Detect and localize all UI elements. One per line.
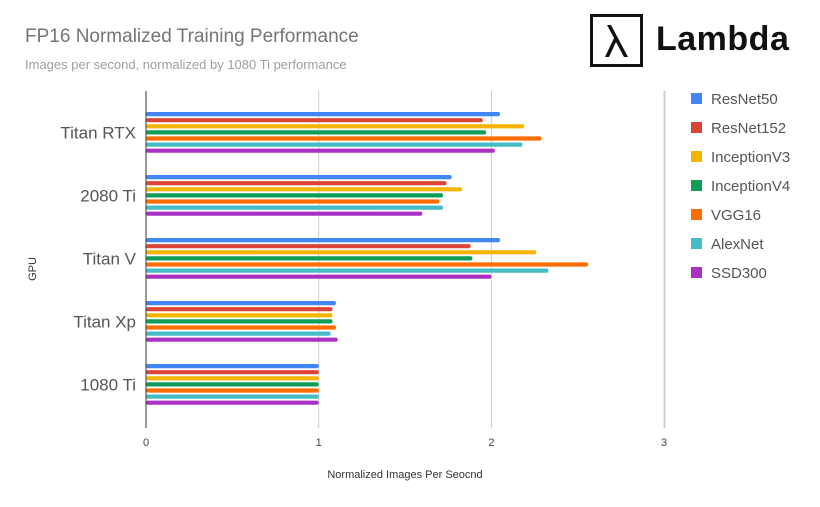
bar-3-4 [146,325,336,330]
bar-0-0 [146,112,501,117]
bar-2-5 [146,268,549,273]
bar-1-4 [146,199,440,204]
bar-3-5 [146,331,331,336]
bar-3-6 [146,337,338,342]
x-tick-label-2: 2 [488,437,494,449]
bar-1-6 [146,211,423,216]
y-axis-title: GPU [27,257,39,281]
x-tick-label-3: 3 [661,437,667,449]
category-label-1: 2080 Ti [80,186,136,205]
bar-4-0 [146,364,319,369]
legend-swatch-6 [691,267,702,278]
bar-2-3 [146,256,473,261]
bar-3-0 [146,301,336,306]
bar-0-2 [146,124,525,129]
bar-4-3 [146,382,319,387]
legend-label-3: InceptionV4 [711,178,790,195]
category-label-3: Titan Xp [73,312,136,331]
bar-3-1 [146,307,333,312]
legend-label-1: ResNet152 [711,120,786,137]
bar-4-4 [146,388,319,393]
bar-0-3 [146,130,487,135]
legend-swatch-2 [691,151,702,162]
bar-2-4 [146,262,589,267]
x-axis-title: Normalized Images Per Seocnd [327,469,482,481]
bar-4-5 [146,394,319,399]
chart-title: FP16 Normalized Training Performance [25,26,359,47]
legend-swatch-5 [691,238,702,249]
legend-label-2: InceptionV3 [711,149,790,166]
legend-label-6: SSD300 [711,265,767,282]
x-tick-label-0: 0 [143,437,149,449]
bar-1-3 [146,193,444,198]
legend-swatch-1 [691,122,702,133]
bar-4-6 [146,400,319,405]
x-tick-label-1: 1 [316,437,322,449]
y-axis-categories: Titan RTX 2080 Ti Titan V Titan Xp 1080 Ti [60,123,136,394]
legend-swatch-3 [691,180,702,191]
bar-2-0 [146,238,501,243]
bar-2-1 [146,244,471,249]
legend: ResNet50 ResNet152 InceptionV3 InceptionV4 V… [664,91,790,428]
bar-3-3 [146,319,333,324]
category-label-4: 1080 Ti [80,375,136,394]
bar-4-2 [146,376,319,381]
legend-swatch-0 [691,93,702,104]
bar-0-1 [146,118,483,123]
x-axis-ticks: 0 1 2 3 [143,437,667,449]
legend-label-5: AlexNet [711,236,764,253]
category-label-2: Titan V [83,249,137,268]
legend-swatch-4 [691,209,702,220]
legend-label-4: VGG16 [711,207,761,224]
bar-1-0 [146,175,452,180]
category-label-0: Titan RTX [60,123,136,142]
lambda-logo: Lambda [590,14,800,72]
lambda-wordmark: Lambda [656,20,790,58]
bar-1-1 [146,181,447,186]
bar-1-5 [146,205,444,210]
legend-label-0: ResNet50 [711,91,778,108]
bar-0-5 [146,142,523,147]
bar-3-2 [146,313,333,318]
bar-0-4 [146,136,542,141]
bar-2-6 [146,274,492,279]
bar-4-1 [146,370,319,375]
lambda-symbol-icon [590,14,643,67]
bar-1-2 [146,187,463,192]
bar-2-2 [146,250,537,255]
chart-subtitle: Images per second, normalized by 1080 Ti… [25,57,347,72]
bars [146,112,589,405]
bar-0-6 [146,148,495,153]
